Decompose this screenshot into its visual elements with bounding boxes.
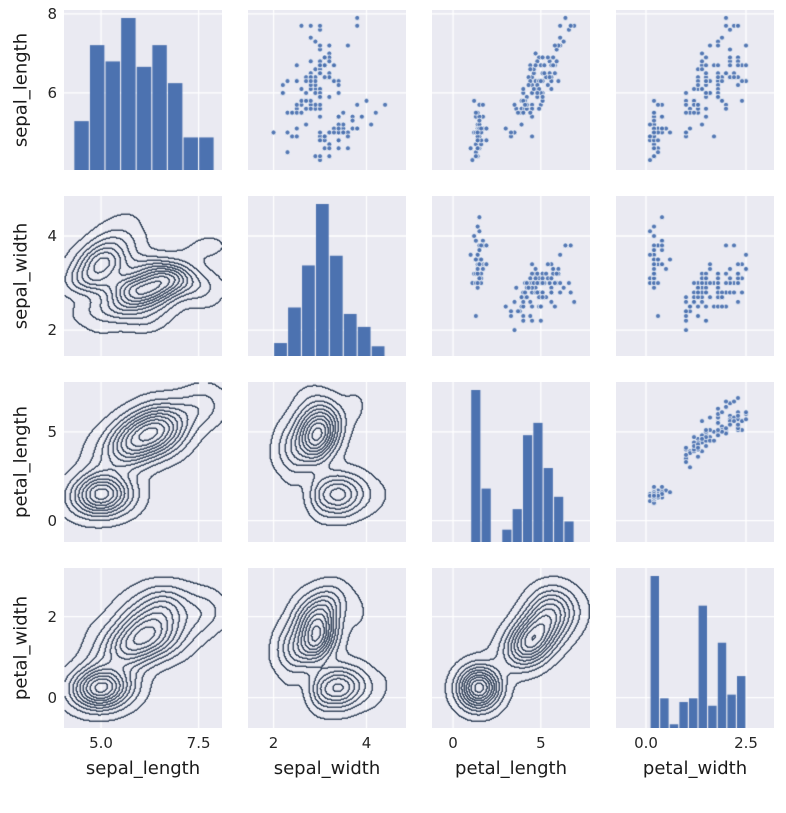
histogram-canvas [64,10,222,170]
subplot-sepal_width-vs-petal_width [616,196,774,356]
histogram-canvas [248,196,406,356]
x-axis-label-petal-length: petal_length [455,758,567,779]
y-tick-label: 0 [47,688,57,707]
subplot-petal_width-vs-sepal_width [248,568,406,728]
subplot-sepal_length-vs-sepal_width [248,10,406,170]
kde-contour-canvas [248,382,406,542]
subplot-petal_length-vs-petal_width [616,382,774,542]
scatter-canvas [248,10,406,170]
subplot-petal_width-vs-sepal_length [64,568,222,728]
subplot-petal_width-vs-petal_width [616,568,774,728]
scatter-canvas [616,10,774,170]
kde-contour-canvas [248,568,406,728]
x-tick-label: 4 [361,734,372,752]
histogram-canvas [616,568,774,728]
scatter-canvas [432,196,590,356]
kde-contour-canvas [432,568,590,728]
y-tick-label: 5 [47,422,57,441]
subplot-petal_width-vs-petal_length [432,568,590,728]
subplot-sepal_length-vs-petal_length [432,10,590,170]
y-tick-label: 6 [47,83,57,102]
x-axis-label-sepal-width: sepal_width [273,758,381,779]
subplot-sepal_length-vs-petal_width [616,10,774,170]
subplot-petal_length-vs-sepal_length [64,382,222,542]
x-tick-label: 5.0 [89,734,113,752]
scatter-canvas [616,382,774,542]
subplot-petal_length-vs-sepal_width [248,382,406,542]
x-tick-label: 0.0 [634,734,658,752]
pairplot-grid [64,10,774,728]
y-tick-label: 4 [47,227,57,245]
x-axis-label-sepal-length: sepal_length [85,758,201,779]
kde-contour-canvas [64,568,222,728]
y-tick-label: 2 [47,607,57,626]
y-tick-label: 8 [47,4,57,23]
x-tick-label: 2 [268,734,279,752]
x-tick-label: 5 [536,734,546,752]
x-tick-label: 0 [448,734,458,752]
subplot-sepal_length-vs-sepal_length [64,10,222,170]
subplot-sepal_width-vs-petal_length [432,196,590,356]
scatter-canvas [432,10,590,170]
kde-contour-canvas [64,196,222,356]
subplot-sepal_width-vs-sepal_width [248,196,406,356]
subplot-sepal_width-vs-sepal_length [64,196,222,356]
x-axis-label-petal-width: petal_width [642,758,748,779]
subplot-petal_length-vs-petal_length [432,382,590,542]
x-tick-label: 2.5 [734,734,758,752]
y-tick-label: 2 [47,321,57,340]
y-tick-label: 0 [47,511,57,530]
scatter-canvas [616,196,774,356]
kde-contour-canvas [64,382,222,542]
x-tick-label: 7.5 [186,734,211,752]
histogram-canvas [432,382,590,542]
